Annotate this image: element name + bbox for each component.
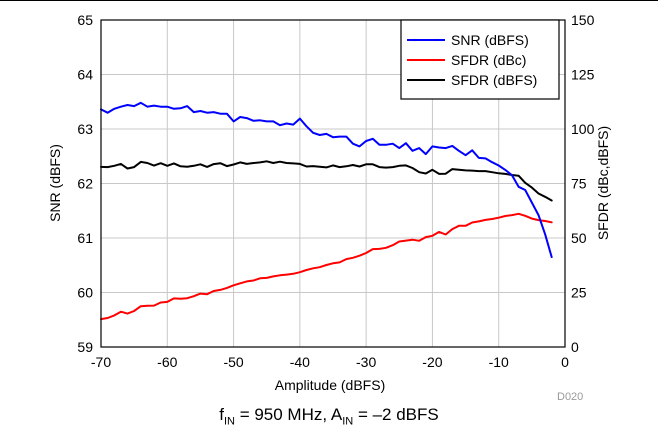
y-left-tick-label: 65 [77,12,93,28]
y-right-axis-label: SFDR (dBc,dBFS) [595,126,611,240]
grid [100,19,566,348]
x-tick-label: -30 [356,354,376,370]
x-tick-label: -10 [489,354,509,370]
x-tick-label: -60 [157,354,177,370]
figure-caption: fIN = 950 MHz, AIN = –2 dBFS [0,405,658,427]
y-left-axis-label: SNR (dBFS) [47,144,63,222]
y-left-tick-label: 60 [77,285,93,301]
x-tick-label: -70 [91,354,111,370]
y-right-tick-label: 100 [571,121,595,137]
x-axis-label: Amplitude (dBFS) [275,377,385,393]
y-left-tick-label: 64 [77,67,93,83]
plot-frame [100,19,566,348]
x-axis-ticks: -70 -60 -50 -40 -30 -20 -10 0 [91,354,569,370]
y-right-tick-label: 25 [571,285,587,301]
chart: -70 -60 -50 -40 -30 -20 -10 0 59 60 61 62 63 64 65 0 2… [0,0,658,403]
series-line-0 [100,101,553,259]
legend-label-0: SNR (dBFS) [451,32,529,48]
x-tick-label: -40 [290,354,310,370]
series-line-2 [100,160,553,202]
y-left-tick-label: 62 [77,176,93,192]
y-right-tick-label: 150 [571,12,595,28]
x-tick-label: -50 [223,354,243,370]
y-right-tick-label: 0 [571,339,579,355]
caption-a-sub: IN [342,415,354,428]
y-left-tick-label: 61 [77,230,93,246]
y-right-tick-label: 75 [571,176,587,192]
y-left-tick-label: 59 [77,339,93,355]
y-right-tick-label: 50 [571,230,587,246]
legend: SNR (dBFS) SFDR (dBc) SFDR (dBFS) [400,19,560,100]
caption-a-value: = –2 dBFS [353,405,439,424]
series-layer [100,101,553,321]
y-right-axis-ticks: 0 25 50 75 100 125 150 [571,12,595,355]
x-tick-label: -20 [422,354,442,370]
figure-id: D020 [557,391,583,403]
legend-label-1: SFDR (dBc) [451,52,526,68]
y-right-tick-label: 125 [571,67,595,83]
series-line-1 [100,212,553,321]
caption-f-value: = 950 MHz, A [234,405,343,424]
y-left-tick-label: 63 [77,121,93,137]
y-left-axis-ticks: 59 60 61 62 63 64 65 [77,12,93,355]
x-tick-label: 0 [561,354,569,370]
caption-f-sub: IN [223,415,235,428]
legend-label-2: SFDR (dBFS) [451,72,537,88]
caption-f: f [219,405,224,424]
